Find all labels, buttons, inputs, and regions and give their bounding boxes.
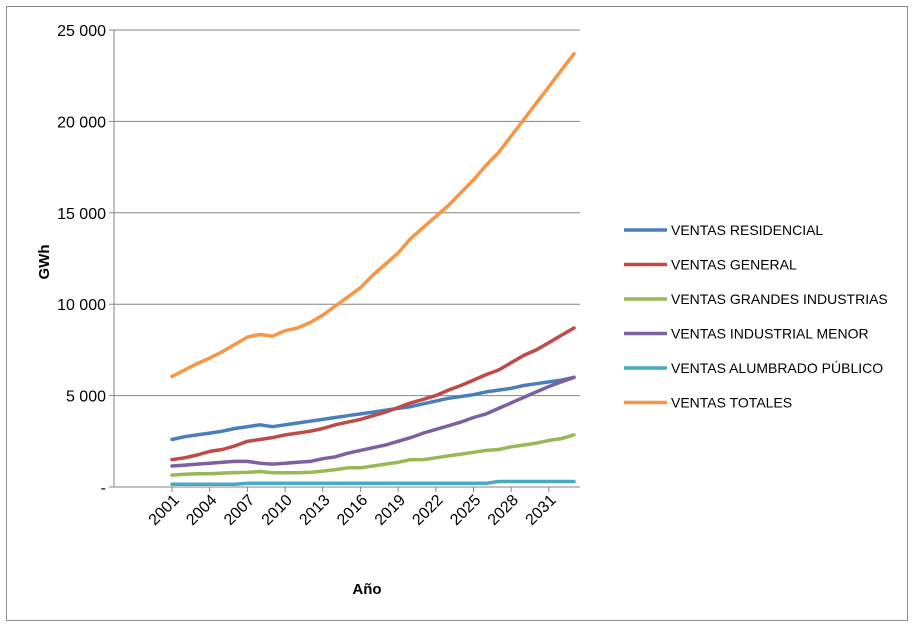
x-tick-label: 2010 (259, 492, 296, 529)
legend: VENTAS RESIDENCIAL VENTAS GENERAL VENTAS G… (624, 222, 888, 411)
x-tick-label: 2031 (523, 492, 560, 529)
y-tick-label: 10 000 (57, 297, 106, 314)
x-tick-label: 2019 (372, 492, 409, 529)
x-axis-title: Año (352, 581, 381, 598)
gridlines (109, 29, 580, 488)
legend-label-1: VENTAS RESIDENCIAL (671, 222, 823, 238)
axes (113, 30, 580, 492)
x-tick-label: 2001 (146, 492, 183, 529)
x-axis-tick-labels: 2001 2004 2007 2010 2013 2016 2019 2022 2025 2028… (146, 492, 560, 529)
chart-frame (6, 6, 908, 621)
series-line-4 (170, 375, 576, 468)
y-axis-title: GWh (36, 245, 53, 280)
legend-label-3: VENTAS GRANDES INDUSTRIAS (671, 291, 888, 307)
x-tick-label: 2022 (409, 492, 446, 529)
legend-label-2: VENTAS GENERAL (671, 257, 797, 273)
y-axis-tick-labels: - 5 000 10 000 15 000 20 000 25 000 (57, 23, 106, 497)
series-line-2 (170, 326, 576, 462)
series-lines (170, 52, 576, 487)
y-tick-label: 5 000 (66, 389, 106, 406)
legend-label-4: VENTAS INDUSTRIAL MENOR (671, 326, 869, 342)
series-line-5 (170, 479, 576, 487)
x-tick-label: 2004 (183, 492, 220, 529)
legend-label-5: VENTAS ALUMBRADO PÚBLICO (671, 360, 883, 376)
series-line-1 (170, 375, 576, 442)
y-tick-label: 25 000 (57, 23, 106, 40)
x-tick-label: 2007 (221, 492, 258, 529)
y-tick-label: 20 000 (57, 114, 106, 131)
x-tick-label: 2028 (485, 492, 522, 529)
series-line-6 (170, 52, 576, 379)
y-tick-label: 15 000 (57, 206, 106, 223)
y-tick-label: - (101, 480, 106, 497)
series-line-3 (170, 433, 576, 477)
legend-label-6: VENTAS TOTALES (671, 395, 792, 411)
x-tick-label: 2013 (296, 492, 333, 529)
x-tick-label: 2025 (447, 492, 484, 529)
x-tick-label: 2016 (334, 492, 371, 529)
